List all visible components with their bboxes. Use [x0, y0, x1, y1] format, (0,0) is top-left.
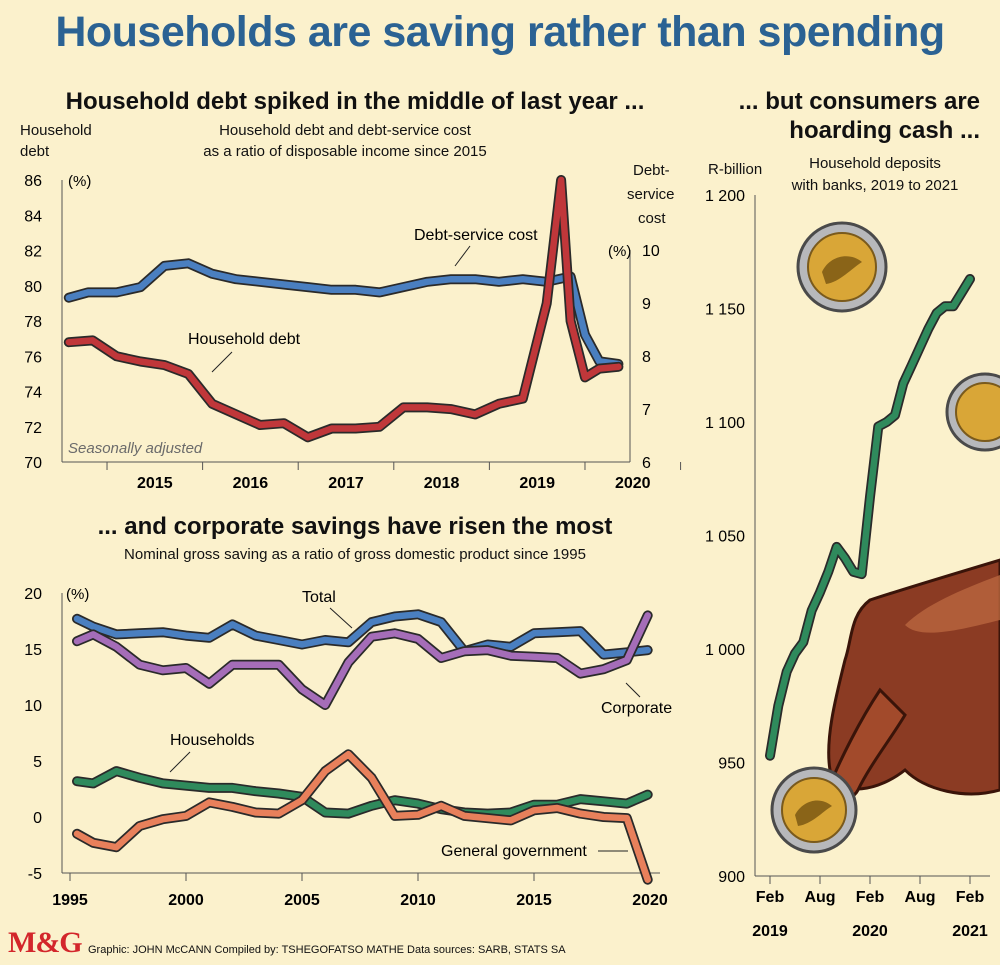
y-tick-label: 1 050	[705, 529, 745, 546]
household-debt-outline	[63, 175, 624, 443]
series-label-household-debt: Household debt	[188, 331, 301, 348]
household-deposits-line	[766, 275, 974, 759]
y-tick-label: 20	[24, 586, 42, 603]
x-tick-month: Aug	[904, 889, 935, 906]
y-tick-label: 10	[24, 698, 42, 715]
x-tick-label: 2019	[519, 475, 555, 492]
chart1-right-axis-label-line3: cost	[638, 210, 666, 227]
x-tick-year: 2020	[852, 923, 888, 940]
chart3-y-axis-label: R-billion	[708, 161, 763, 178]
y-right-tick-label: 10	[642, 243, 660, 260]
series-label-households: Households	[170, 732, 255, 749]
credits: Graphic: JOHN McCANN Compiled by: TSHEGO…	[88, 944, 566, 956]
unit-label-right: (%)	[608, 243, 631, 260]
series-label-debt-service: Debt-service cost	[414, 227, 538, 244]
x-tick-label: 2018	[424, 475, 460, 492]
coin-icon	[945, 372, 1000, 452]
mg-logo: M&G	[8, 926, 83, 959]
y-tick-label: 900	[718, 869, 745, 886]
chart3-subtitle-line1: Household deposits	[809, 155, 941, 172]
chart2-subtitle: Nominal gross saving as a ratio of gross…	[124, 546, 586, 563]
y-tick-label: 0	[33, 810, 42, 827]
general-government-line	[73, 751, 651, 883]
chart2-title: ... and corporate savings have risen the…	[97, 513, 613, 540]
y-tick-label: 15	[24, 642, 42, 659]
y-tick-label: 1 000	[705, 642, 745, 659]
y-tick-label: 84	[24, 208, 42, 225]
leader-line	[211, 351, 233, 373]
unit-label-left: (%)	[68, 173, 91, 190]
y-right-tick-label: 9	[642, 296, 651, 313]
series-label-general-government: General government	[441, 843, 587, 860]
corporate-line	[73, 612, 651, 709]
coin-icon	[796, 221, 888, 313]
y-tick-label: 1 200	[705, 188, 745, 205]
y-tick-label: 1 150	[705, 302, 745, 319]
x-tick-month: Feb	[756, 889, 785, 906]
x-tick-label: 2017	[328, 475, 364, 492]
leader-line	[625, 682, 641, 698]
household-debt-line	[65, 176, 622, 441]
y-right-tick-label: 7	[642, 402, 651, 419]
chart3-title-line1: ... but consumers are	[738, 88, 980, 115]
x-tick-month: Aug	[804, 889, 835, 906]
y-right-tick-label: 8	[642, 349, 651, 366]
y-tick-label: 80	[24, 279, 42, 296]
x-tick-label: 2005	[284, 892, 320, 909]
y-tick-label: 82	[24, 244, 42, 261]
chart3-title-line2: hoarding cash ...	[789, 117, 980, 144]
chart1-title: Household debt spiked in the middle of l…	[65, 88, 645, 115]
illustration	[770, 221, 1000, 854]
leader-line	[329, 607, 353, 629]
chart1-left-axis-label-line1: Household	[20, 122, 92, 139]
chart1-subtitle-line2: as a ratio of disposable income since 20…	[203, 143, 487, 160]
y-right-tick-label: 6	[642, 455, 651, 472]
x-tick-year: 2019	[752, 923, 788, 940]
x-tick-label: 2020	[615, 475, 651, 492]
x-tick-label: 2015	[137, 475, 173, 492]
leader-line	[454, 245, 471, 267]
page-title: Households are saving rather than spendi…	[55, 8, 945, 56]
leader-line	[169, 751, 191, 773]
y-tick-label: 78	[24, 314, 42, 331]
x-tick-label: 2015	[516, 892, 552, 909]
unit-label: (%)	[66, 586, 89, 603]
chart1-right-axis-label-line2: service	[627, 186, 675, 203]
series-label-corporate: Corporate	[601, 700, 672, 717]
y-tick-label: 72	[24, 420, 42, 437]
hand-highlight	[905, 575, 1000, 633]
total-line	[73, 611, 651, 658]
y-tick-label: 86	[24, 173, 42, 190]
x-tick-month: Feb	[956, 889, 985, 906]
coin-icon	[770, 766, 858, 854]
y-tick-label: 1 100	[705, 415, 745, 432]
x-tick-label: 2010	[400, 892, 436, 909]
x-tick-year: 2021	[952, 923, 988, 940]
x-tick-label: 2020	[632, 892, 668, 909]
x-tick-month: Feb	[856, 889, 885, 906]
chart1-right-axis-label-line1: Debt-	[633, 162, 670, 179]
y-tick-label: 70	[24, 455, 42, 472]
chart3-subtitle-line2: with banks, 2019 to 2021	[791, 177, 959, 194]
y-tick-label: 76	[24, 349, 42, 366]
x-tick-label: 2016	[233, 475, 269, 492]
chart1-subtitle-line1: Household debt and debt-service cost	[219, 122, 471, 139]
y-tick-label: 5	[33, 754, 42, 771]
y-tick-label: 950	[718, 756, 745, 773]
y-tick-label: 74	[24, 385, 42, 402]
x-tick-label: 2000	[168, 892, 204, 909]
y-tick-label: -5	[28, 866, 42, 883]
note-label: Seasonally adjusted	[68, 440, 203, 457]
chart1-left-axis-label-line2: debt	[20, 143, 50, 160]
x-tick-label: 1995	[52, 892, 88, 909]
series-label-total: Total	[302, 589, 336, 606]
